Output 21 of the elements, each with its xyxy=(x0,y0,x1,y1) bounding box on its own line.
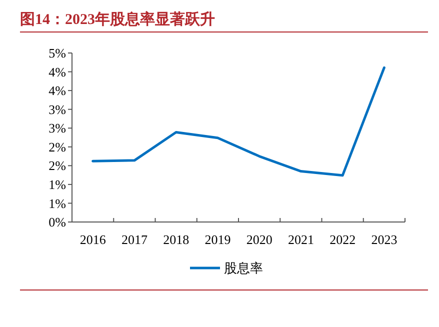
x-tick-label: 2020 xyxy=(246,232,272,247)
y-tick-label: 5% xyxy=(48,46,66,61)
y-tick-label: 1% xyxy=(48,196,66,211)
y-tick-label: 4% xyxy=(48,83,66,98)
x-tick-label: 2018 xyxy=(163,232,190,247)
y-tick-label: 2% xyxy=(48,158,66,174)
x-tick-label: 2019 xyxy=(204,232,231,247)
x-tick-label: 2017 xyxy=(121,232,148,247)
x-tick-label: 2023 xyxy=(371,232,398,247)
y-tick-label: 0% xyxy=(48,214,66,230)
y-tick-label: 4% xyxy=(48,64,66,80)
x-tick-label: 2021 xyxy=(288,232,314,247)
y-tick-label: 2% xyxy=(48,139,66,154)
y-tick-label: 1% xyxy=(48,176,66,192)
x-tick-label: 2022 xyxy=(330,232,356,247)
chart-title: 图14：2023年股息率显著跃升 xyxy=(20,10,215,28)
x-tick-label: 2016 xyxy=(80,232,106,247)
legend-label: 股息率 xyxy=(224,260,263,276)
y-tick-label: 3% xyxy=(48,120,66,136)
line-series xyxy=(92,66,386,177)
y-tick-label: 3% xyxy=(48,102,66,117)
